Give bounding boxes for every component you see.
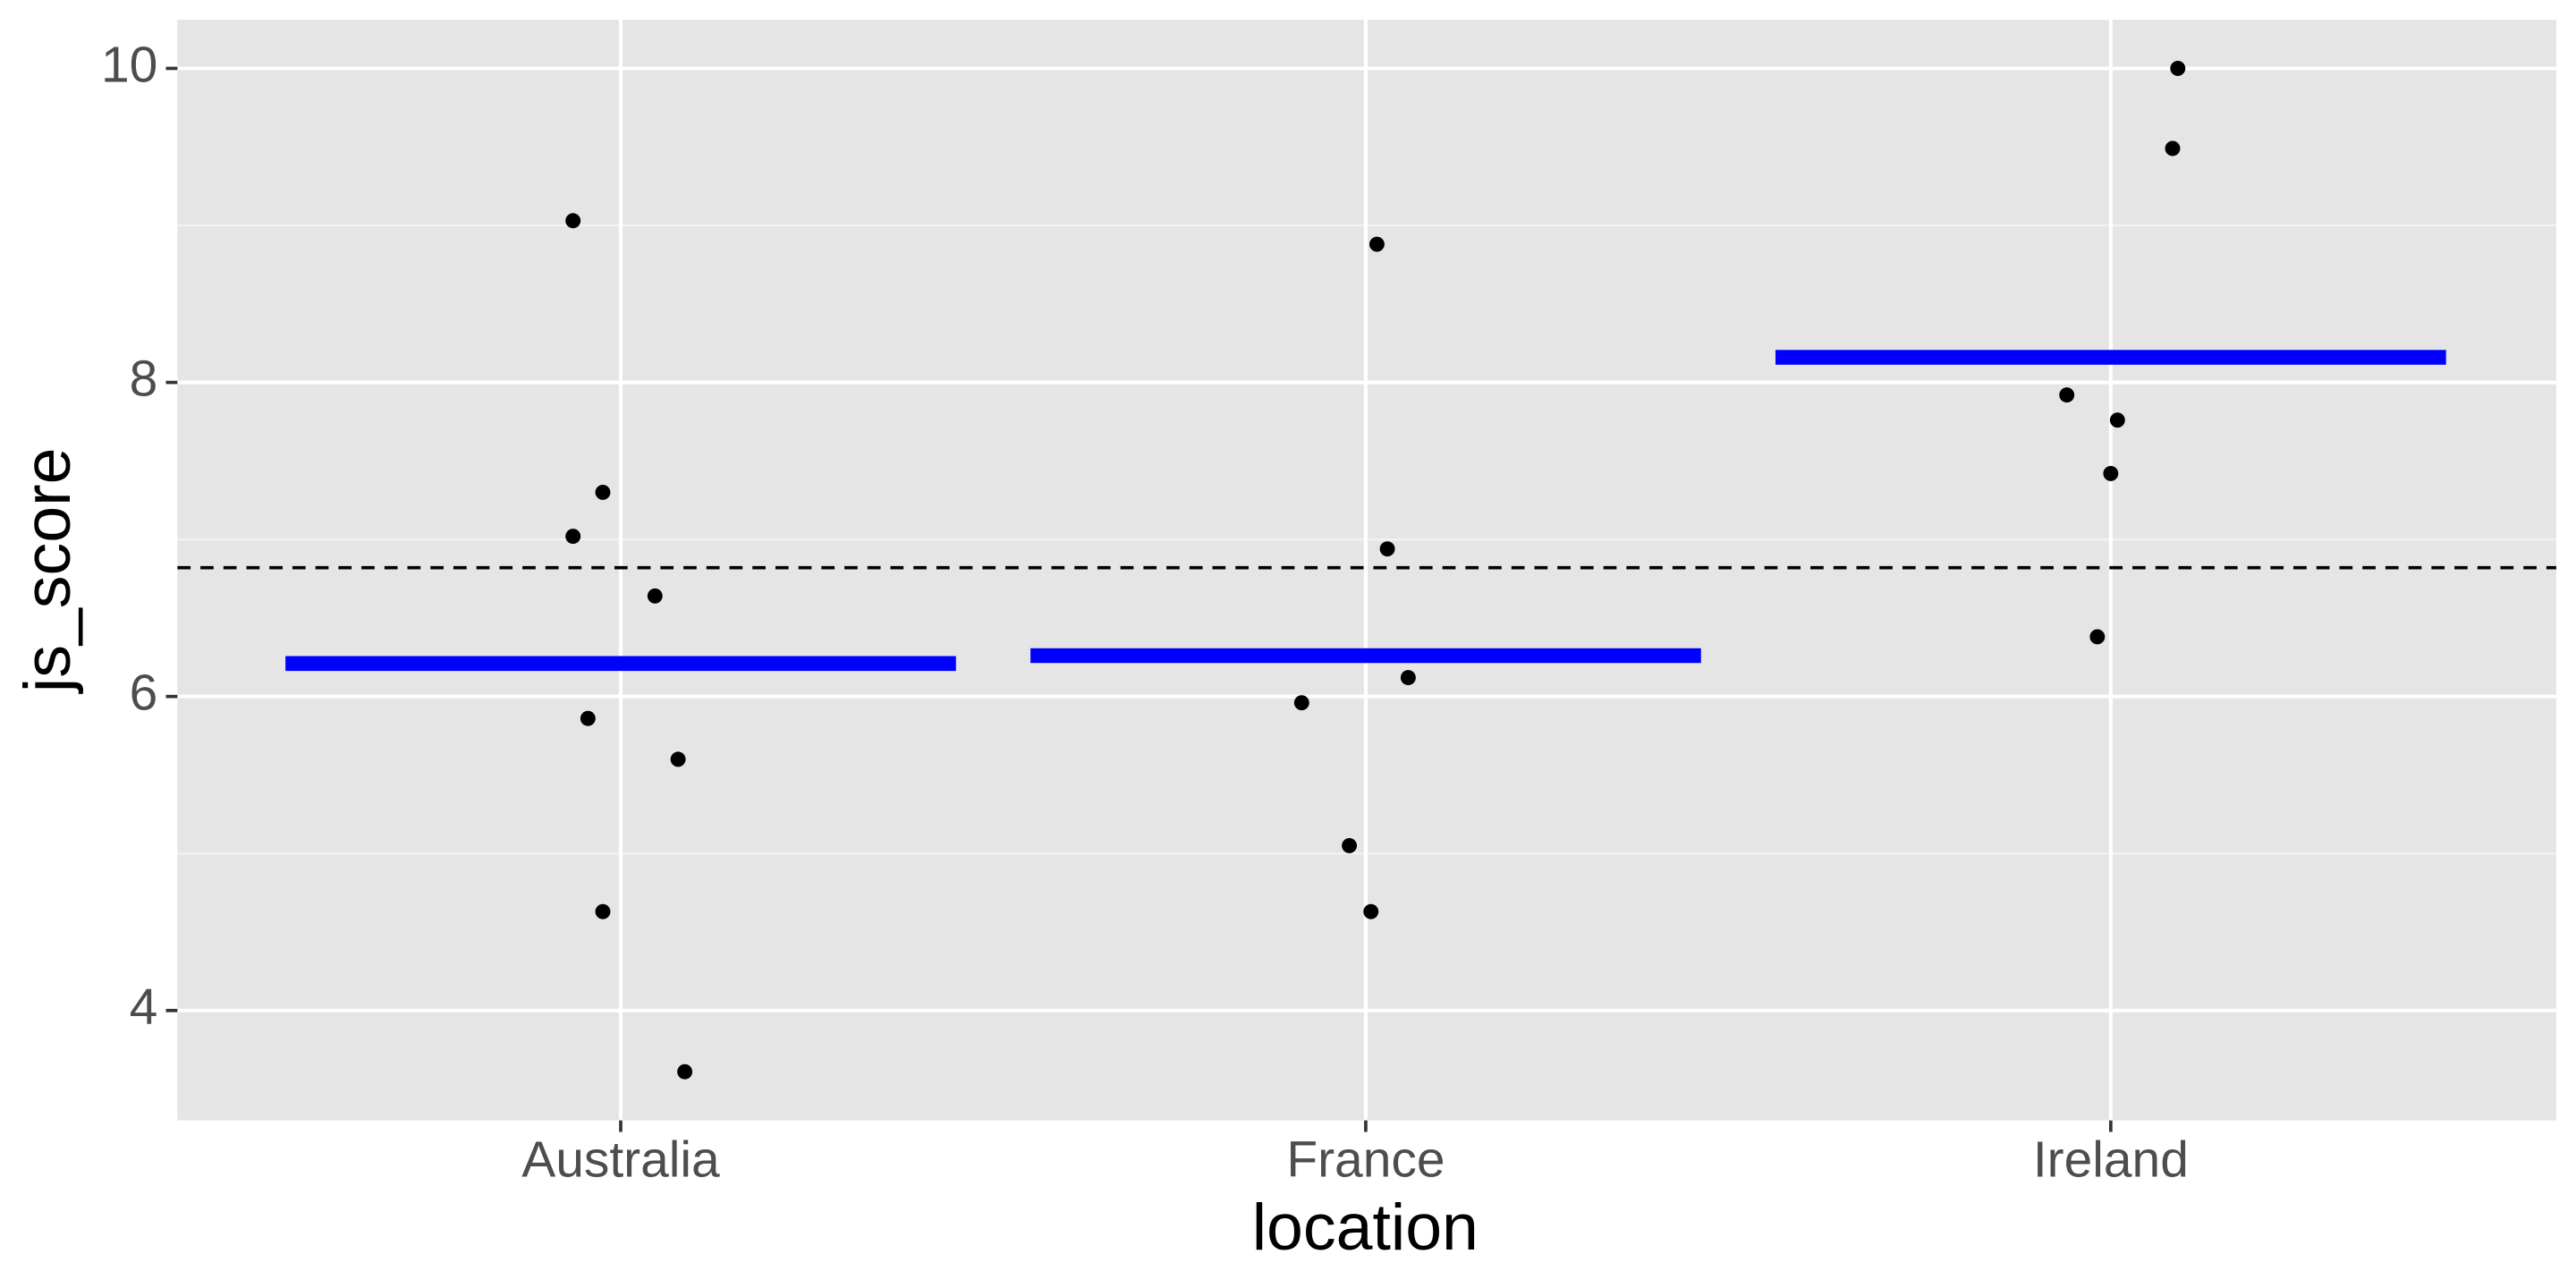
- point: [1363, 903, 1379, 919]
- point: [1400, 670, 1416, 686]
- y-axis-title: js_score: [10, 448, 84, 695]
- x-tick-label: Australia: [521, 1131, 720, 1188]
- point: [580, 710, 596, 726]
- point: [2170, 61, 2186, 76]
- point: [1368, 236, 1385, 252]
- y-tick-label: 10: [101, 36, 157, 93]
- point: [647, 588, 663, 604]
- y-tick-label: 4: [130, 979, 158, 1036]
- y-tick-label: 6: [130, 665, 158, 722]
- point: [670, 751, 686, 767]
- point: [2103, 465, 2119, 481]
- point: [2089, 629, 2106, 645]
- point: [565, 529, 581, 545]
- y-tick-label: 8: [130, 351, 158, 408]
- x-tick-label: Ireland: [2033, 1131, 2189, 1188]
- point: [2109, 412, 2125, 428]
- point: [595, 485, 611, 500]
- point: [595, 903, 611, 919]
- x-tick-label: France: [1286, 1131, 1445, 1188]
- point: [1342, 837, 1358, 853]
- point: [1293, 695, 1309, 711]
- point: [1379, 541, 1395, 557]
- point: [2165, 140, 2181, 157]
- point: [677, 1063, 693, 1080]
- point: [2059, 387, 2075, 403]
- point: [565, 213, 581, 229]
- x-axis-title: location: [1252, 1190, 1479, 1264]
